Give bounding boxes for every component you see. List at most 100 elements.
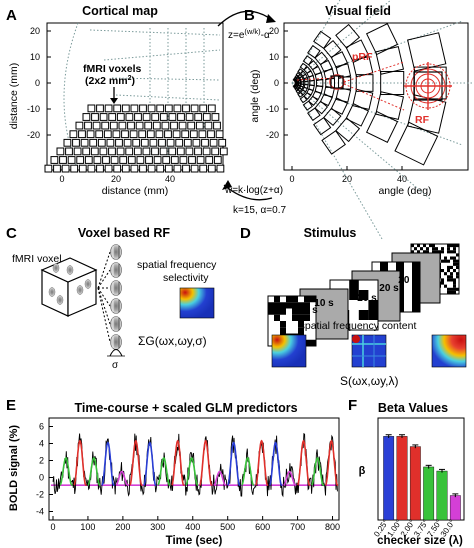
voxel [147, 164, 156, 173]
voxel [164, 164, 173, 173]
stimulus-checker [280, 302, 286, 309]
beta-bar [436, 470, 448, 521]
voxel-cube [40, 257, 98, 317]
voxel [209, 138, 218, 147]
panel-b-ytick-label: -20 [266, 130, 279, 140]
panel-e-xtick-label: 800 [325, 522, 340, 532]
prf-circle [329, 74, 345, 90]
voxel [112, 130, 121, 139]
gabor-patch [110, 280, 122, 296]
voxel [162, 156, 171, 164]
panel-e-ytick-label: 2 [39, 456, 44, 466]
gabor-patch [110, 244, 122, 260]
gabor-patch [110, 298, 122, 314]
panel-e-ytick-label: -4 [36, 507, 44, 517]
voxel [113, 104, 122, 113]
gabor-stack [97, 244, 122, 350]
stimulus-checker [447, 250, 450, 254]
voxel [144, 121, 153, 130]
beta-bars: 0.25°1.00°2.00°3.75°7.50°30.0° [372, 434, 461, 539]
voxel [121, 104, 130, 113]
stimulus-checker [435, 247, 438, 251]
voxel [159, 113, 168, 121]
voxel [153, 156, 162, 164]
voxel [106, 138, 115, 147]
voxel [67, 156, 76, 164]
panel-b-ylabel: angle (deg) [249, 69, 261, 122]
panel-e-xtick-label: 400 [185, 522, 200, 532]
panel-c: C Voxel based RF fMRI voxel spatial freq… [6, 225, 217, 371]
voxel [142, 147, 151, 156]
panel-a-ylabel: distance (mm) [8, 63, 20, 130]
panel-f: F Beta Values β checker size (λ) 0.25°1.… [348, 397, 465, 547]
voxel [179, 156, 188, 164]
voxel [151, 147, 159, 156]
sf-selectivity-line1: spatial frequency [137, 259, 217, 271]
fan-ray [291, 82, 431, 200]
stimulus-checker [298, 302, 304, 309]
stimulus-checker [450, 256, 453, 260]
visual-field-patch [323, 39, 342, 59]
stimulus-checker [417, 244, 420, 248]
voxel [175, 138, 184, 147]
panel-a-yticks: 20 10 0 -10 -20 [27, 26, 51, 140]
voxel [190, 164, 199, 173]
voxel [207, 104, 216, 113]
stimulus-checker [310, 296, 316, 303]
stimulus-checker [368, 300, 378, 310]
stimulus-checker [298, 314, 304, 321]
visual-field-patch [335, 23, 361, 49]
stimulus-checker [298, 308, 304, 315]
sf-selectivity-map [179, 287, 215, 319]
inverse-mapping: w=k·log(z+α) [224, 185, 283, 196]
cube-gabor [84, 279, 92, 289]
panel-b-ytick-label: -10 [266, 104, 279, 114]
stimulus-checker [450, 244, 453, 248]
glm-predictor [269, 441, 283, 486]
panel-b-ytick-label: 20 [269, 26, 279, 36]
glm-predictor [213, 470, 227, 486]
visual-field-patch [375, 91, 405, 120]
voxel [86, 130, 95, 139]
voxel [211, 113, 220, 121]
cube-gabor [76, 285, 84, 295]
panel-d-letter: D [240, 225, 251, 242]
voxel [130, 104, 139, 113]
gabor-patch [110, 262, 122, 278]
visual-field-fan [291, 0, 472, 240]
glm-predictor [101, 441, 115, 486]
stimulus-checker [453, 284, 456, 288]
panel-f-ylabel: β [359, 465, 366, 477]
panel-a-xtick-label: 40 [165, 174, 175, 184]
voxel [123, 138, 132, 147]
voxel [219, 147, 228, 156]
stimulus-checker [292, 296, 298, 303]
stimulus-checker [432, 250, 435, 254]
panel-a-xtick-label: 20 [111, 174, 121, 184]
cube-gabor [52, 263, 60, 273]
voxel [168, 113, 177, 121]
visual-field-patch [335, 86, 352, 103]
voxel [72, 138, 80, 147]
stimulus-formula: S(ωx,ωy,λ) [340, 374, 399, 388]
beta-bar [383, 436, 395, 521]
stimulus-checker [298, 327, 304, 334]
voxel [161, 121, 170, 130]
voxel [145, 156, 153, 164]
duration-label: 10 s [314, 298, 334, 309]
voxel [125, 113, 134, 121]
duration-label: 20 s [398, 275, 418, 286]
voxel [194, 147, 202, 156]
stimulus-checker [304, 314, 310, 321]
duration-label: 20 s [357, 293, 377, 304]
glm-predictor [115, 470, 129, 486]
stimulus-checker [456, 272, 459, 276]
panel-d-title: Stimulus [304, 226, 357, 240]
glm-predictor [241, 456, 255, 486]
panel-f-xlabel: checker size (λ) [377, 535, 463, 547]
visual-field-patch [321, 130, 346, 155]
panel-b: B Visual field angle (deg) angle (deg) 2… [244, 0, 472, 240]
voxel [170, 156, 179, 164]
voxel [87, 164, 96, 173]
gabor-link [97, 251, 111, 289]
